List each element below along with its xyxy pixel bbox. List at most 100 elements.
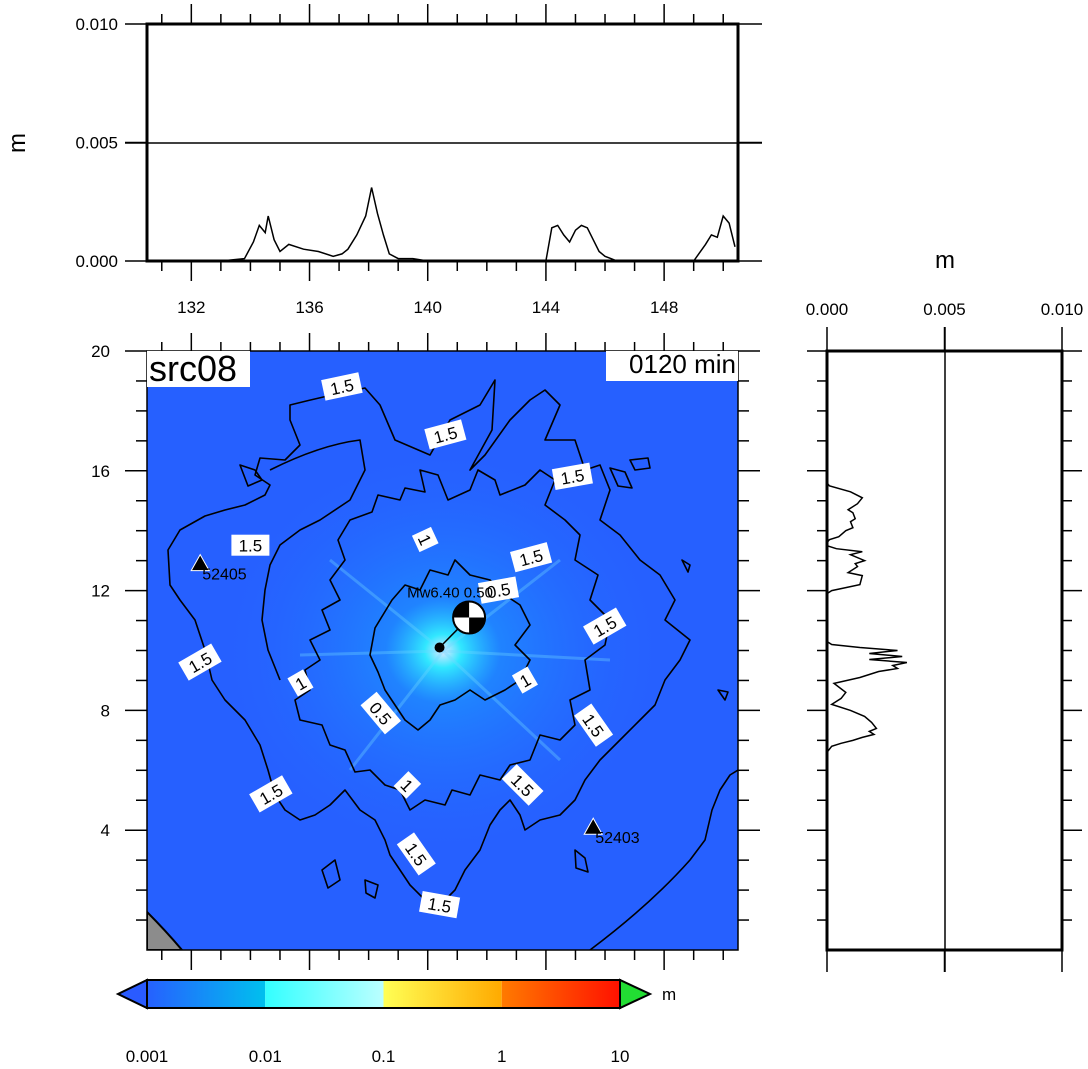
contour-far-field	[589, 769, 738, 950]
dart-station: 52403	[583, 817, 640, 847]
right-x-tick-label: 0.005	[923, 300, 966, 319]
contour-label: 0.5	[477, 576, 520, 604]
contour-label-text: 0.5	[485, 580, 512, 603]
contour-label: 1.5	[510, 542, 553, 573]
contour-label: 1	[287, 669, 314, 697]
map-y-tick-labels: 4 8 12 16 20	[91, 342, 110, 840]
right-profile-series-line	[827, 351, 908, 950]
right-profile-x-tick-labels: 0.000 0.005 0.010	[806, 300, 1084, 319]
colorbar-segment	[383, 980, 502, 1008]
contour-label-box	[501, 764, 544, 806]
map-title-box	[147, 351, 250, 387]
top-x-tick-label: 132	[177, 298, 205, 317]
colorbar-tick-label: 0.1	[372, 1047, 396, 1066]
contour-fragment-b	[609, 467, 633, 489]
contour-label-box	[424, 419, 467, 450]
event-label: Mw6.40 0.50	[407, 585, 493, 602]
contour-label-text: 1.5	[329, 376, 356, 399]
top-y-tick-label: 0.000	[75, 252, 118, 271]
top-profile-y-tick-labels: 0.000 0.005 0.010	[75, 15, 118, 271]
contour-label-box	[360, 691, 402, 735]
epicenter-marker	[434, 642, 445, 653]
contour-label: 0.5	[360, 691, 402, 735]
right-x-tick-label: 0.000	[806, 300, 849, 319]
top-y-tick-label: 0.005	[75, 134, 118, 153]
time-label: 0120 min	[629, 349, 736, 379]
map-title: src08	[149, 348, 237, 389]
contour-lines	[167, 379, 738, 950]
colorbar-above-range-arrow	[619, 978, 653, 1010]
contour-label-box	[511, 666, 538, 694]
contour-label-box	[419, 890, 461, 919]
map-y-tick-label: 20	[91, 342, 110, 361]
right-profile-ticks	[807, 327, 1082, 972]
contour-label: 1.5	[551, 462, 593, 490]
map-y-tick-label: 12	[91, 582, 110, 601]
contour-label: 1.5	[231, 534, 270, 556]
colorbar-tick-label: 0.01	[249, 1047, 282, 1066]
contour-label: 1	[511, 666, 538, 694]
contour-1.5-arc	[261, 439, 366, 681]
contour-label: 1.5	[419, 890, 461, 919]
station-triangle-icon	[190, 553, 211, 572]
colorbar-tick-labels: 0.001 0.01 0.1 1 10	[126, 1047, 630, 1066]
top-profile-series-line	[147, 187, 736, 261]
contour-label: 1.5	[321, 372, 363, 401]
contour-label-box	[477, 576, 520, 604]
contour-label: 1.5	[424, 419, 467, 450]
contour-label-box	[510, 542, 553, 573]
contour-fragment-d	[574, 849, 589, 873]
contour-label: 1	[411, 526, 439, 553]
land-mass	[147, 910, 184, 950]
contour-label-text: 1.5	[426, 894, 453, 917]
contour-1.5-outer	[167, 379, 691, 906]
station-label: 52403	[595, 830, 640, 847]
contour-fragment-h	[717, 689, 729, 701]
top-x-tick-label: 148	[650, 298, 678, 317]
contour-label-box	[411, 526, 439, 553]
contour-label-text: 1.5	[239, 537, 263, 556]
top-x-tick-label: 144	[532, 298, 560, 317]
colorbar-unit: m	[662, 985, 676, 1004]
colorbar-below-range-arrow	[115, 978, 148, 1010]
colorbar-tick-label: 1	[497, 1047, 506, 1066]
contour-label-box	[231, 534, 270, 556]
contour-label-box	[178, 643, 222, 681]
right-profile-panel: 0.000 0.005 0.010 m	[806, 247, 1084, 972]
contour-label-box	[396, 832, 436, 876]
map-y-tick-label: 16	[91, 462, 110, 481]
time-label-box	[606, 351, 738, 381]
map-y-tick-label: 4	[101, 821, 110, 840]
near-field-rays	[299, 558, 611, 771]
contour-fragment-c	[629, 457, 651, 471]
colorbar-tick-label: 10	[611, 1047, 630, 1066]
map-y-tick-label: 8	[101, 701, 110, 720]
colorbar-segment	[147, 980, 266, 1008]
contour-label-box	[393, 771, 422, 799]
contour-label-text: 1.5	[559, 466, 586, 489]
map-panel: 1.51.51.51.5 11.50.51.51.51 10.5 1.51.5 1 1.5…	[91, 333, 760, 970]
colorbar-frame	[146, 979, 621, 1009]
contour-fragment-g	[681, 559, 691, 573]
right-profile-x-axis-label: m	[935, 247, 955, 274]
colorbar-tick-label: 0.001	[126, 1047, 169, 1066]
map-ticks	[125, 333, 760, 970]
contour-fragment-e	[364, 879, 379, 899]
top-profile-y-axis-label: m	[4, 133, 31, 153]
focal-mechanism	[434, 600, 487, 653]
contour-fragment-f	[321, 859, 341, 889]
top-profile-panel: 0.000 0.005 0.010 132 136 140 144 148 m	[4, 4, 762, 317]
contour-label-box	[249, 775, 293, 813]
colorbar-segment	[265, 980, 384, 1008]
contour-label-box	[583, 607, 627, 645]
station-label: 52405	[202, 567, 247, 584]
colorbar: 0.001 0.01 0.1 1 10 m	[115, 978, 676, 1066]
contour-label-box	[287, 669, 314, 697]
colorbar-segment	[501, 980, 620, 1008]
contour-label-box	[321, 372, 363, 401]
top-y-tick-label: 0.010	[75, 15, 118, 34]
focal-mechanism-beachball	[452, 600, 487, 635]
colorbar-segments	[147, 980, 620, 1008]
contour-label-box	[551, 462, 593, 490]
